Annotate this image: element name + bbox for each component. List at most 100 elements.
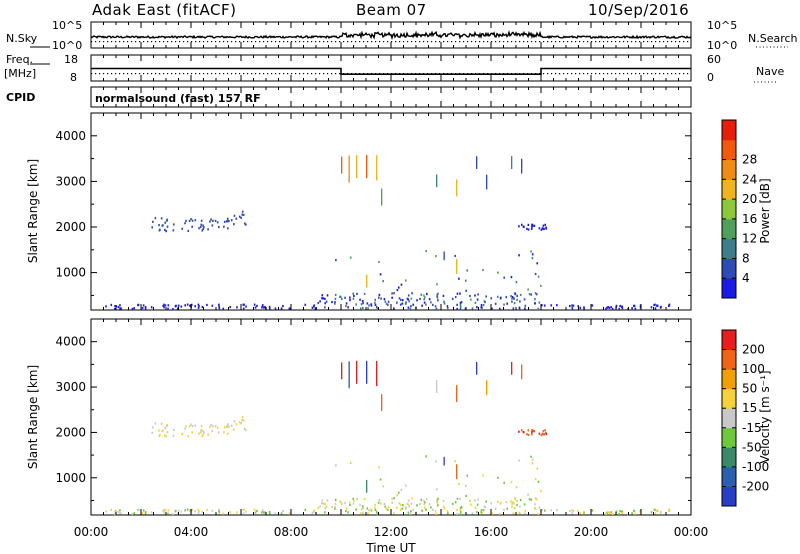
power-point <box>486 184 488 188</box>
noise-search-dot <box>111 41 113 43</box>
power-point <box>511 164 513 167</box>
power-point <box>376 307 379 311</box>
power-point <box>476 160 478 163</box>
velocity-point <box>437 504 439 507</box>
velocity-point <box>226 425 229 428</box>
nave-dot <box>619 73 621 75</box>
velocity-point <box>150 511 153 514</box>
velocity-point <box>366 479 368 483</box>
power-point <box>158 229 161 232</box>
velocity-point <box>516 503 518 507</box>
power-point <box>483 300 486 303</box>
velocity-point <box>571 512 574 515</box>
velocity-point <box>243 427 246 431</box>
velocity-point <box>348 385 350 389</box>
noise-search-dot <box>591 41 593 43</box>
noise-search-dot <box>131 41 133 43</box>
velocity-point <box>514 497 516 500</box>
velocity-point <box>482 509 485 512</box>
power-point <box>319 300 321 303</box>
velocity-point <box>321 502 323 505</box>
velocity-point <box>519 498 522 502</box>
power-point <box>520 223 523 226</box>
nave-dot <box>471 73 473 75</box>
velocity-point <box>184 427 186 430</box>
noise-search-dot <box>443 41 445 43</box>
velocity-point <box>443 507 446 510</box>
power-point <box>530 250 532 253</box>
power-point <box>398 297 401 300</box>
velocity-point <box>456 395 458 398</box>
velocity-point <box>615 509 618 512</box>
noise-sky-trace <box>90 30 692 43</box>
power-point <box>115 305 117 308</box>
velocity-point <box>530 433 533 436</box>
power-point <box>426 292 428 296</box>
power-point <box>110 303 113 307</box>
velocity-point <box>376 367 378 370</box>
velocity-point <box>349 501 351 504</box>
power-point <box>163 306 165 309</box>
velocity-point <box>115 510 117 513</box>
power-point <box>366 274 368 278</box>
noise-search-dot <box>679 41 681 43</box>
power-point <box>499 296 502 299</box>
power-point <box>119 307 121 310</box>
noise-search-dot <box>99 41 101 43</box>
power-point <box>505 296 508 299</box>
power-point <box>324 297 326 301</box>
velocity-point <box>543 509 546 512</box>
nave-dot <box>115 73 117 75</box>
velocity-point <box>245 510 247 513</box>
power-point <box>399 303 402 306</box>
power-point <box>362 301 364 305</box>
nave-dot <box>279 73 281 75</box>
power-point <box>436 176 438 180</box>
noise-search-dot <box>215 41 217 43</box>
power-point <box>486 174 488 178</box>
nave-dot <box>475 73 477 75</box>
nave-dot <box>123 73 125 75</box>
nave-dot <box>539 73 541 75</box>
power-point <box>474 294 476 297</box>
noise-search-dot <box>331 41 333 43</box>
velocity-point <box>368 509 370 512</box>
velocity-point <box>361 505 364 508</box>
nave-dot <box>443 73 445 75</box>
noise-search-dot <box>563 41 565 43</box>
power-point <box>534 292 537 295</box>
power-point <box>356 173 358 177</box>
y-tick-label: 3000 <box>55 174 86 188</box>
noise-search-dot <box>607 41 609 43</box>
velocity-point <box>572 509 575 512</box>
velocity-point <box>381 398 383 401</box>
nave-dot <box>551 73 553 75</box>
velocity-point <box>513 507 516 510</box>
velocity-point <box>165 435 168 438</box>
velocity-point <box>526 433 528 436</box>
velocity-point <box>218 510 220 513</box>
power-point <box>334 293 337 296</box>
power-point <box>348 163 350 167</box>
power-point <box>497 271 499 274</box>
velocity-point <box>339 500 342 504</box>
noise-search-dot <box>255 41 257 43</box>
velocity-point <box>199 431 202 434</box>
velocity-point <box>163 511 165 514</box>
power-point <box>579 306 582 310</box>
power-point <box>387 300 390 303</box>
noise-search-dot <box>119 41 121 43</box>
date-title: 10/Sep/2016 <box>588 1 689 19</box>
velocity-point <box>151 431 153 434</box>
velocity-point <box>345 507 348 510</box>
velocity-point <box>550 509 553 512</box>
power-point <box>133 307 135 310</box>
power-point <box>314 307 317 310</box>
velocity-point <box>513 502 515 505</box>
power-point <box>654 303 656 306</box>
velocity-point <box>324 502 326 506</box>
velocity-colorbar: 200 100 50 15 -15 -50 -100 -200 <box>721 329 769 507</box>
nave-dot <box>527 73 529 75</box>
velocity-point <box>456 399 458 402</box>
velocity-point <box>460 506 463 509</box>
